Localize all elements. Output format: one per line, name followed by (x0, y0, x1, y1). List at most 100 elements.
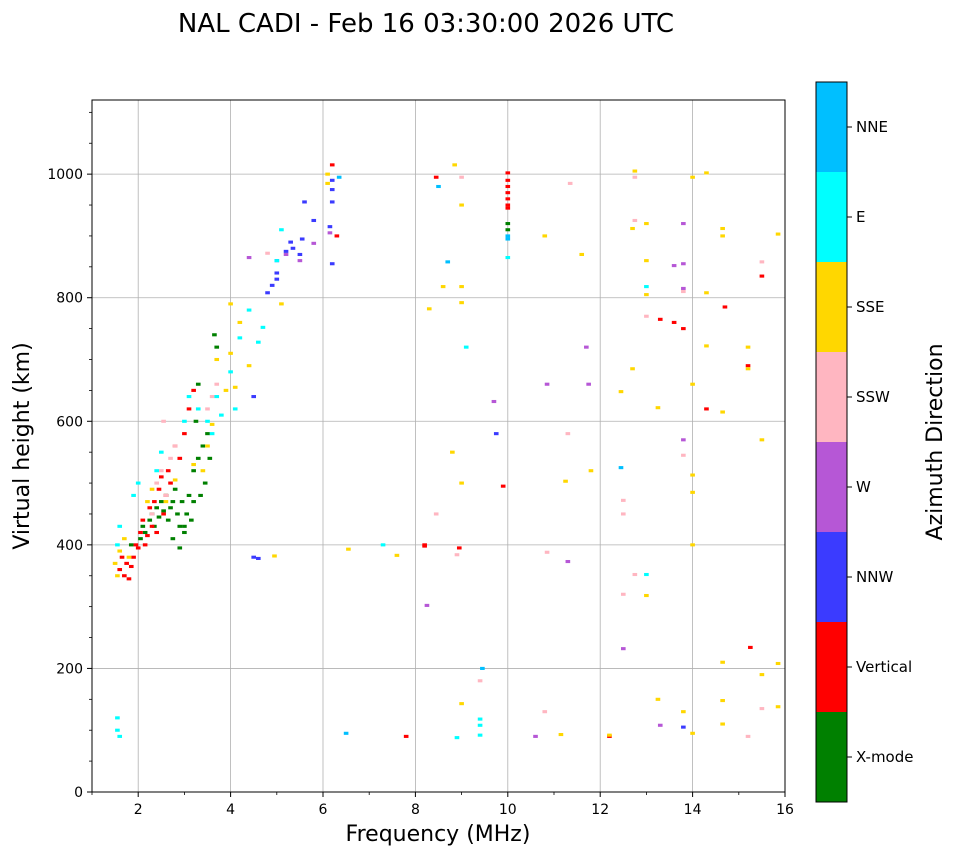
point-vertical (505, 203, 511, 207)
x-tick-label: 8 (411, 802, 420, 818)
colorbar-tick-label: Vertical (856, 658, 912, 676)
point-ssw (681, 289, 686, 294)
point-w (681, 438, 686, 442)
point-x-mode (165, 518, 171, 522)
point-vertical (177, 456, 183, 460)
point-w (491, 399, 497, 404)
point-x-mode (195, 456, 201, 460)
point-sse (588, 469, 594, 473)
point-e (477, 723, 483, 727)
point-nnw (283, 249, 289, 253)
point-vertical (745, 364, 751, 368)
point-x-mode (198, 493, 203, 497)
point-sse (558, 732, 564, 737)
point-sse (459, 203, 464, 207)
point-nnw (327, 225, 333, 229)
point-nne (505, 237, 511, 241)
point-vertical (117, 568, 123, 572)
point-vertical (158, 475, 164, 479)
point-w (586, 382, 591, 386)
point-e (256, 340, 261, 344)
point-vertical (505, 191, 511, 195)
point-vertical (149, 524, 155, 528)
point-sse (452, 163, 457, 167)
point-sse (346, 547, 351, 551)
point-w (533, 734, 538, 738)
point-e (115, 716, 120, 720)
point-vertical (704, 407, 709, 411)
point-sse (681, 710, 686, 714)
point-vertical (152, 500, 157, 504)
point-sse (745, 367, 751, 371)
point-ssw (454, 553, 460, 557)
point-sse (200, 469, 206, 473)
point-x-mode (191, 469, 196, 473)
plot-frame (91, 99, 786, 793)
point-sse (246, 364, 252, 368)
y-tick-label: 200 (56, 661, 83, 677)
point-e (477, 717, 483, 721)
point-ssw (565, 432, 571, 436)
point-ssw (620, 498, 626, 502)
colorbar-segment (816, 82, 847, 172)
x-tick-label: 6 (319, 802, 328, 818)
point-vertical (505, 206, 511, 210)
point-sse (720, 234, 725, 238)
point-e (117, 524, 123, 528)
point-nne (480, 666, 485, 670)
colorbar-segment (816, 622, 847, 712)
point-nnw (290, 246, 296, 250)
point-vertical (748, 645, 753, 649)
point-x-mode (172, 487, 178, 491)
point-vertical (334, 234, 340, 238)
point-vertical (722, 305, 728, 309)
point-sse (163, 500, 169, 504)
point-e (246, 308, 252, 312)
point-w (681, 262, 686, 266)
point-x-mode (142, 530, 148, 535)
point-sse (704, 291, 709, 295)
point-sse (690, 731, 695, 735)
point-e (237, 336, 243, 340)
colorbar-segment (816, 262, 847, 352)
x-axis-label: Frequency (MHz) (346, 822, 531, 847)
point-sse (720, 722, 725, 726)
point-sse (704, 344, 709, 348)
point-sse (690, 382, 695, 386)
point-sse (630, 226, 635, 231)
point-ssw (542, 710, 548, 714)
point-sse (690, 543, 695, 547)
point-vertical (329, 163, 335, 167)
point-x-mode (189, 518, 194, 522)
point-sse (426, 307, 432, 311)
point-e (154, 469, 159, 473)
point-e (219, 413, 224, 417)
point-sse (644, 593, 649, 598)
point-ssw (209, 395, 215, 399)
point-w (297, 259, 303, 263)
point-vertical (500, 484, 506, 488)
point-sse (775, 661, 781, 666)
point-w (681, 222, 686, 226)
point-vertical (140, 518, 146, 522)
point-x-mode (205, 432, 210, 436)
point-x-mode (179, 500, 185, 504)
point-sse (775, 705, 781, 709)
point-vertical (681, 327, 686, 331)
point-ssw (161, 419, 166, 423)
point-nnw (329, 262, 335, 266)
point-e (274, 259, 280, 263)
point-vertical (456, 546, 462, 550)
point-vertical (138, 530, 143, 535)
point-nne (336, 175, 342, 179)
point-x-mode (147, 518, 153, 522)
point-e (214, 395, 220, 399)
point-sse (655, 697, 661, 701)
point-sse (126, 555, 132, 559)
point-x-mode (202, 481, 208, 485)
point-nnw (274, 271, 280, 275)
point-e (477, 733, 483, 737)
point-ssw (265, 251, 270, 255)
point-ssw (620, 592, 626, 596)
y-tick-label: 400 (56, 538, 83, 554)
